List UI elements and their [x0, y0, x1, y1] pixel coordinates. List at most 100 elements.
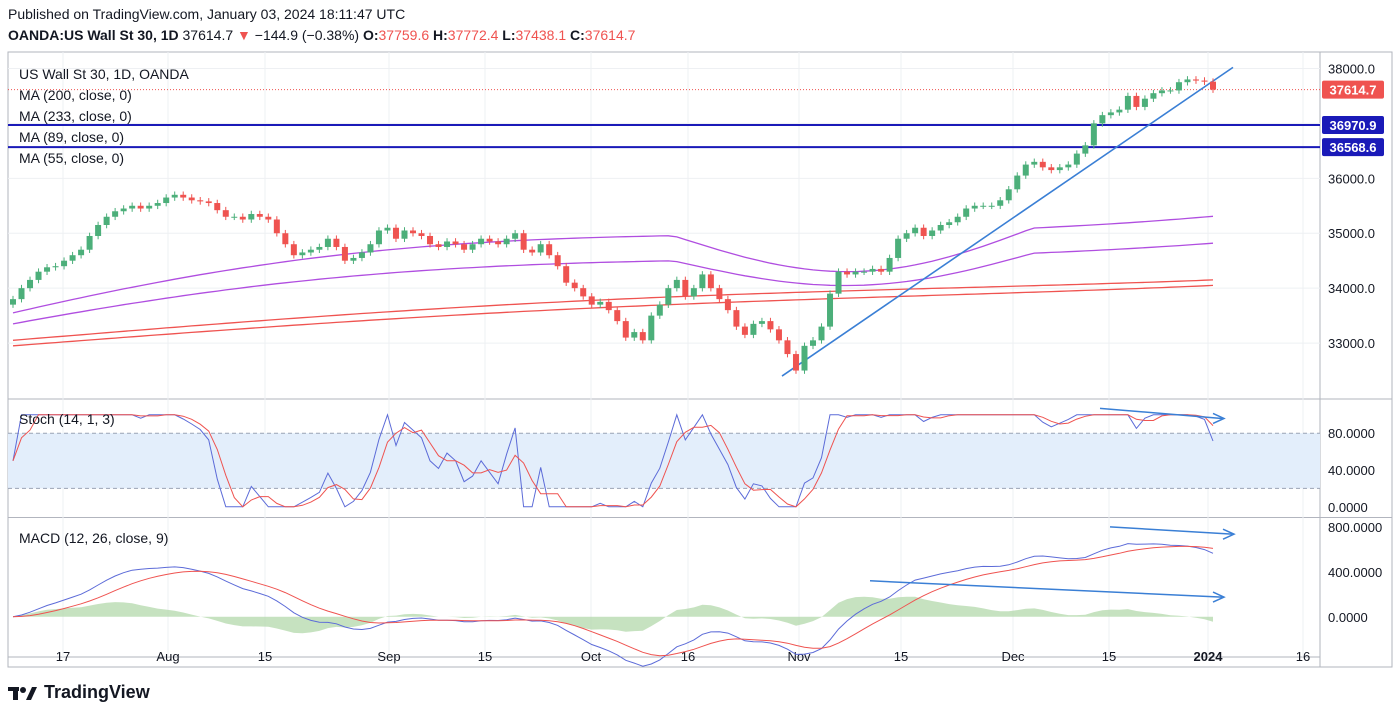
candle-body: [324, 238, 331, 247]
close-value: 37614.7: [584, 27, 636, 43]
price-tick-label: 36000.0: [1328, 171, 1375, 186]
candle-body: [273, 219, 280, 234]
candle-body: [248, 214, 255, 220]
candle-body: [1022, 164, 1029, 176]
candle-body: [478, 238, 485, 245]
candle-body: [529, 249, 536, 253]
candle-body: [61, 260, 68, 267]
legend-stoch[interactable]: Stoch (14, 1, 3): [19, 411, 115, 427]
stoch-d-line: [12, 414, 1214, 508]
legend-ma233[interactable]: MA (233, close, 0): [19, 108, 132, 124]
price-axis-tag-label: 37614.7: [1330, 83, 1377, 98]
candle-body: [222, 210, 229, 217]
candle-body: [307, 249, 314, 253]
candle-body: [154, 203, 161, 206]
candle-body: [316, 246, 323, 250]
candle-body: [971, 205, 978, 209]
candle-body: [265, 216, 272, 220]
candle-body: [588, 296, 595, 305]
legend-ma200[interactable]: MA (200, close, 0): [19, 87, 132, 103]
symbol-ohlc-line: OANDA:US Wall St 30, 1D 37614.7 ▼ −144.9…: [8, 27, 635, 43]
stoch-divergence-line: [1099, 407, 1223, 420]
candle-body: [401, 230, 408, 239]
candle-body: [554, 255, 561, 267]
candle-body: [1031, 161, 1038, 165]
stoch-band-fill: [8, 433, 1320, 489]
candle-body: [282, 233, 289, 245]
legend-macd[interactable]: MACD (12, 26, close, 9): [19, 530, 169, 546]
candle-body: [844, 271, 851, 275]
open-value: 37759.6: [378, 27, 430, 43]
high-label: H:: [433, 27, 448, 43]
histogram-divergence-arrowhead: [1212, 591, 1226, 603]
price-axis-tag: [1322, 115, 1384, 134]
candle-body: [1150, 93, 1157, 99]
candle-body: [171, 194, 178, 198]
candle-body: [1048, 167, 1055, 171]
chart-frame: [7, 51, 1393, 668]
candle-body: [546, 244, 553, 256]
candle-body: [375, 230, 382, 245]
candle-body: [775, 329, 782, 341]
time-tick-label: 15: [1102, 649, 1116, 664]
symbol-name[interactable]: OANDA:US Wall St 30, 1D: [8, 27, 179, 43]
candle-body: [256, 214, 263, 217]
candle-body: [35, 271, 42, 280]
candle-body: [1056, 167, 1063, 171]
candle-body: [452, 241, 459, 245]
moving-average-line: [12, 279, 1214, 341]
candle-body: [44, 267, 51, 272]
candle-body: [1090, 123, 1097, 146]
candle-body: [1116, 109, 1123, 113]
candle-body: [350, 257, 357, 261]
candle-body: [1141, 98, 1148, 107]
candle-body: [1210, 81, 1216, 90]
price-axis-tag-label: 36970.9: [1330, 118, 1377, 133]
candle-body: [427, 235, 434, 245]
candle-body: [520, 233, 527, 250]
candle-body: [580, 288, 587, 297]
candle-body: [486, 238, 493, 242]
candle-body: [963, 208, 970, 217]
candle-body: [724, 299, 731, 311]
time-tick-label: 2024: [1194, 649, 1224, 664]
candle-body: [980, 205, 987, 207]
candle-body: [197, 200, 204, 202]
open-label: O:: [362, 27, 379, 43]
candle-body: [997, 200, 1004, 206]
stoch-tick-label: 0.0000: [1328, 500, 1368, 515]
candle-body: [690, 288, 697, 297]
tradingview-wordmark: TradingView: [44, 682, 150, 702]
candle-body: [444, 241, 451, 247]
candle-body: [1175, 82, 1182, 91]
time-tick-label: 16: [1296, 649, 1310, 664]
candle-body: [205, 201, 212, 204]
candle-body: [639, 332, 646, 341]
tradingview-logo-icon: [8, 686, 37, 700]
candle-body: [367, 244, 374, 253]
candle-body: [1065, 164, 1072, 168]
candle-body: [341, 246, 348, 261]
time-tick-label: 17: [56, 649, 70, 664]
candle-body: [1014, 175, 1021, 190]
macd-divergence-line: [1109, 526, 1233, 535]
candle-body: [801, 345, 808, 371]
macd-histogram: [13, 596, 1213, 634]
candle-body: [673, 279, 680, 289]
legend-ma55[interactable]: MA (55, close, 0): [19, 150, 125, 166]
candle-body: [784, 340, 791, 355]
candle-body: [605, 301, 612, 311]
candle-body: [1124, 95, 1131, 110]
candle-body: [920, 227, 927, 236]
candle-body: [886, 257, 893, 272]
macd-line: [12, 543, 1214, 667]
candle-body: [750, 323, 757, 335]
candle-body: [358, 252, 365, 258]
close-label: C:: [570, 27, 585, 43]
tradingview-brand[interactable]: TradingView: [8, 682, 150, 703]
candle-body: [1099, 115, 1106, 124]
price-tick-label: 38000.0: [1328, 61, 1375, 76]
legend-ma89[interactable]: MA (89, close, 0): [19, 129, 125, 145]
moving-average-line: [12, 215, 1214, 314]
